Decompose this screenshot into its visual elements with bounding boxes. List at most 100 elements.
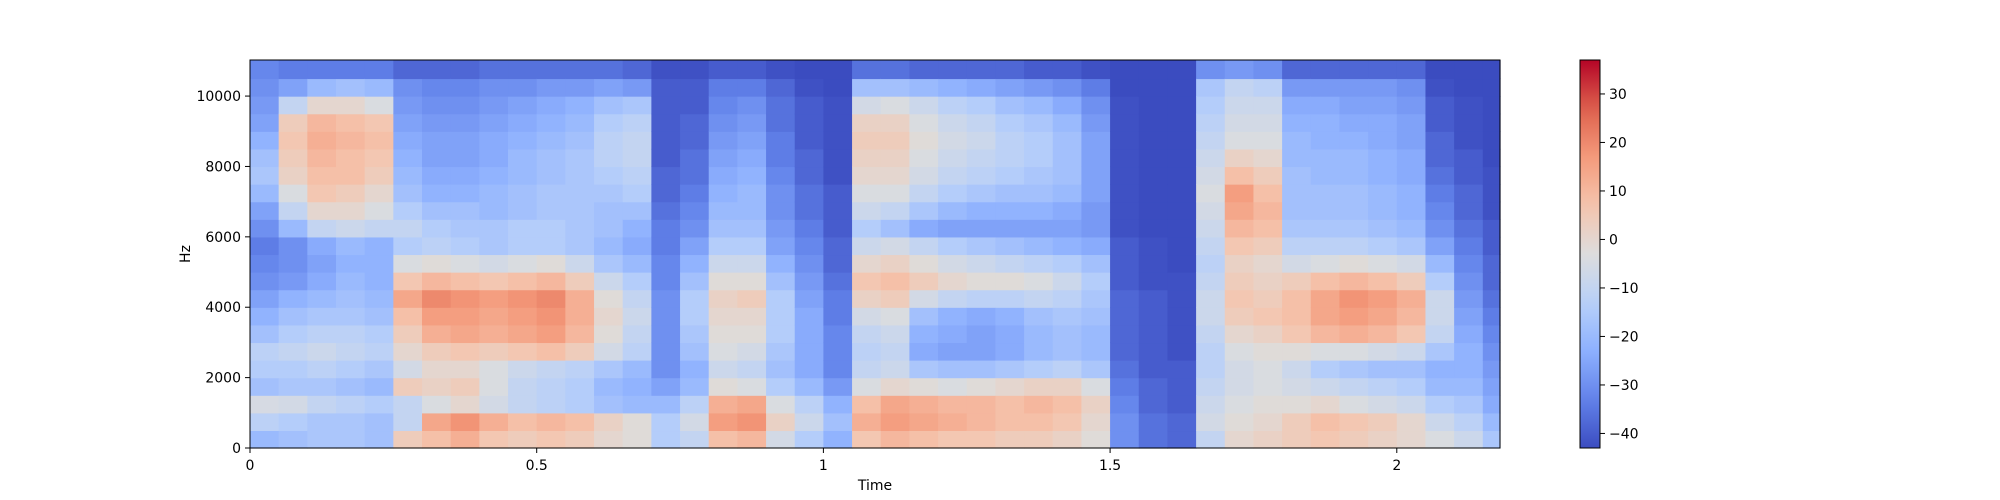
heatmap-cell xyxy=(1396,395,1427,414)
heatmap-cell xyxy=(995,430,1025,449)
heatmap-cell xyxy=(1425,60,1455,80)
x-tick-label: 0.5 xyxy=(526,458,548,474)
heatmap-cell xyxy=(1224,219,1255,238)
heatmap-cell xyxy=(1110,78,1140,97)
heatmap-cell xyxy=(594,96,624,115)
heatmap-cell xyxy=(307,148,337,168)
heatmap-cell xyxy=(1024,272,1054,291)
heatmap-cell xyxy=(536,324,566,344)
heatmap-cell xyxy=(1224,430,1255,449)
heatmap-cell xyxy=(1282,289,1312,308)
heatmap-cell xyxy=(1454,430,1484,449)
heatmap-cell xyxy=(1339,96,1369,115)
heatmap-cell xyxy=(1052,360,1083,379)
heatmap-cell xyxy=(508,96,538,115)
heatmap-cell xyxy=(565,289,595,308)
heatmap-cell xyxy=(364,289,394,308)
heatmap-cell xyxy=(450,60,480,80)
heatmap-cell xyxy=(536,289,566,308)
heatmap-cell xyxy=(651,342,681,361)
heatmap-cell xyxy=(1253,201,1283,220)
heatmap-cell xyxy=(1282,113,1312,132)
heatmap-cell xyxy=(794,78,824,97)
heatmap-cell xyxy=(479,166,509,185)
heatmap-cell xyxy=(1167,307,1197,326)
heatmap-cell xyxy=(938,201,968,220)
heatmap-cell xyxy=(508,360,538,379)
heatmap-cell xyxy=(1310,131,1341,150)
heatmap-cell xyxy=(250,113,280,132)
heatmap-cell xyxy=(1196,201,1226,220)
heatmap-cell xyxy=(1368,289,1398,308)
heatmap-cell xyxy=(794,60,824,80)
heatmap-cell xyxy=(1339,184,1369,203)
heatmap-cell xyxy=(1253,60,1283,80)
heatmap-cell xyxy=(1196,113,1226,132)
heatmap-cell xyxy=(794,307,824,326)
y-tick-label: 0 xyxy=(232,441,241,457)
heatmap-cell xyxy=(364,377,394,396)
heatmap-cell xyxy=(680,430,710,449)
heatmap-cell xyxy=(1110,219,1140,238)
heatmap-cell xyxy=(1368,78,1398,97)
heatmap-cell xyxy=(565,412,595,432)
heatmap-cell xyxy=(565,78,595,97)
heatmap-cell xyxy=(737,166,767,185)
heatmap-cell xyxy=(1310,272,1341,291)
heatmap-cell xyxy=(1339,412,1369,432)
heatmap-cell xyxy=(1253,289,1283,308)
heatmap-cell xyxy=(1396,166,1427,185)
heatmap-cell xyxy=(1224,184,1255,203)
heatmap-cell xyxy=(622,148,652,168)
heatmap-cell xyxy=(966,430,997,449)
heatmap-cell xyxy=(1167,412,1197,432)
heatmap-cell xyxy=(1138,324,1169,344)
heatmap-cell xyxy=(995,395,1025,414)
heatmap-cell xyxy=(1368,201,1398,220)
heatmap-cell xyxy=(594,324,624,344)
heatmap-cell xyxy=(1253,148,1283,168)
heatmap-cell xyxy=(1052,430,1083,449)
heatmap-cell xyxy=(336,412,366,432)
heatmap-cell xyxy=(1310,377,1341,396)
heatmap-cell xyxy=(1081,307,1111,326)
heatmap-cell xyxy=(1396,236,1427,256)
heatmap-cell xyxy=(594,60,624,80)
heatmap-cell xyxy=(737,324,767,344)
heatmap-cell xyxy=(766,289,796,308)
heatmap-cell xyxy=(938,377,968,396)
heatmap-cell xyxy=(1196,377,1226,396)
heatmap-cell xyxy=(1224,60,1255,80)
heatmap-cell xyxy=(1339,201,1369,220)
heatmap-cell xyxy=(393,131,423,150)
heatmap-cell xyxy=(766,342,796,361)
heatmap-cell xyxy=(393,254,423,273)
heatmap-cell xyxy=(1081,166,1111,185)
heatmap-cell xyxy=(450,78,480,97)
heatmap-cell xyxy=(766,131,796,150)
y-tick-label: 2000 xyxy=(205,371,241,387)
heatmap-cell xyxy=(1339,324,1369,344)
heatmap-cell xyxy=(422,201,452,220)
heatmap-cell xyxy=(594,201,624,220)
heatmap-cell xyxy=(880,412,910,432)
heatmap-cell xyxy=(1081,430,1111,449)
heatmap-cell xyxy=(794,360,824,379)
heatmap-cell xyxy=(823,342,853,361)
heatmap-cell xyxy=(1396,60,1427,80)
heatmap-cell xyxy=(651,78,681,97)
heatmap-cell xyxy=(1138,236,1169,256)
y-axis-label: Hz xyxy=(178,245,194,263)
heatmap-cell xyxy=(622,113,652,132)
heatmap-cell xyxy=(594,236,624,256)
heatmap-cell xyxy=(307,78,337,97)
heatmap-cell xyxy=(852,324,882,344)
heatmap-cell xyxy=(737,131,767,150)
heatmap-cell xyxy=(794,395,824,414)
x-tick-label: 2 xyxy=(1392,458,1401,474)
heatmap-cell xyxy=(450,113,480,132)
heatmap-cell xyxy=(479,289,509,308)
heatmap-cell xyxy=(622,430,652,449)
heatmap-cell xyxy=(708,377,738,396)
heatmap-cell xyxy=(278,184,308,203)
